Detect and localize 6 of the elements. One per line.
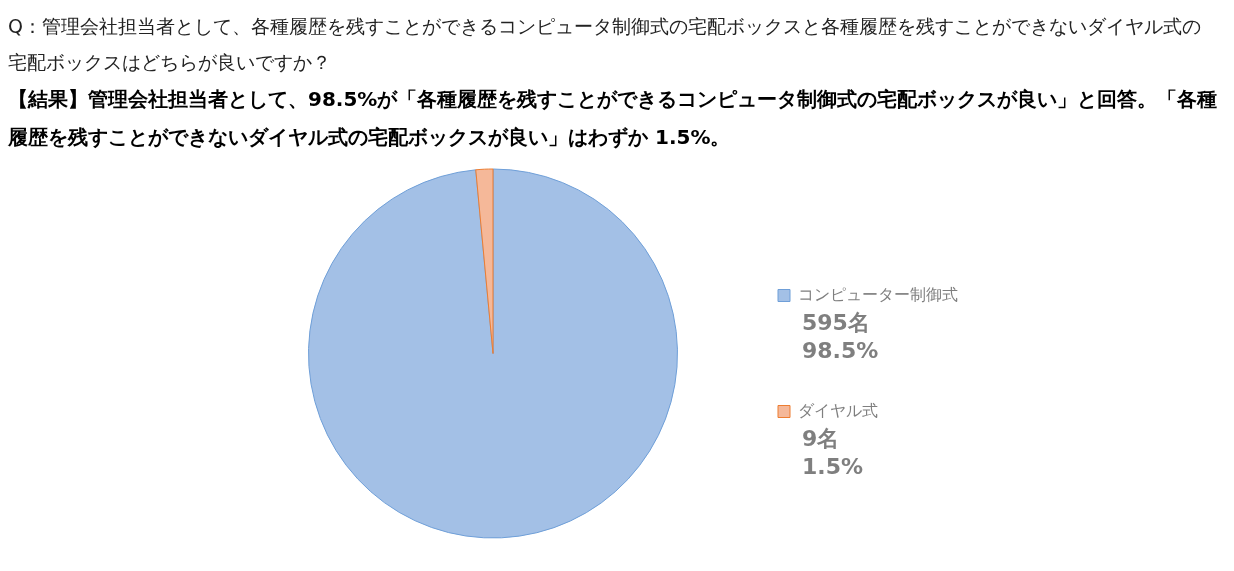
legend-label: コンピューター制御式 bbox=[798, 284, 958, 304]
chart-subtitle: 【結果】管理会社担当者として、98.5%が「各種履歴を残すことができるコンピュータ制御式の宅配ボックスが良い」と回答。「各種履歴を残すことができないダイヤル式の宅配ボックスが良い」はわずか 1.5%。 bbox=[8, 86, 1218, 151]
data-label: 595名 98.5% bbox=[802, 310, 879, 364]
data-label: 9名 1.5% bbox=[802, 426, 864, 480]
chart-title: Q：管理会社担当者として、各種履歴を残すことができるコンピュータ制御式の宅配ボックスと各種履歴を残すことができないダイヤル式の宅配ボックスはどちらが良いですか？ bbox=[8, 14, 1202, 75]
legend-label: ダイヤル式 bbox=[798, 400, 878, 420]
